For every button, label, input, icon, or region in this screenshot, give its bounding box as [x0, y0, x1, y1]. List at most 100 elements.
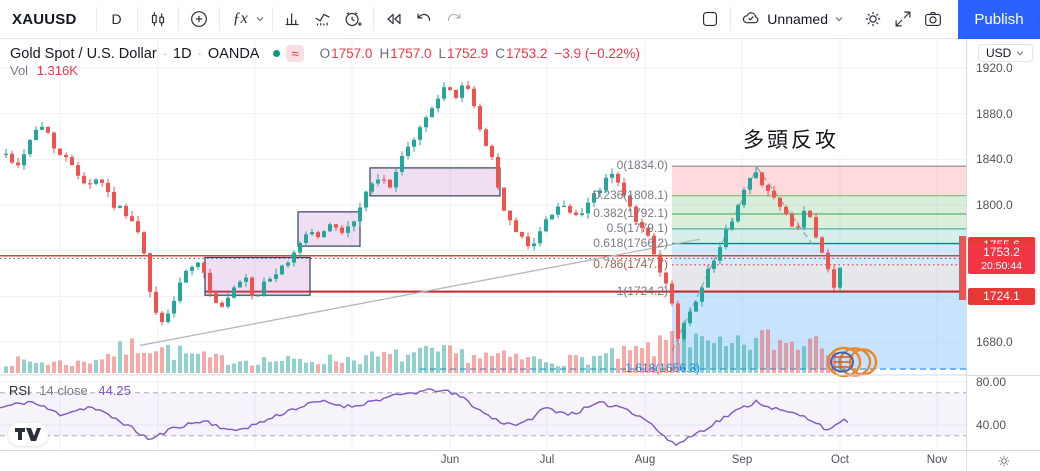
candle-body — [388, 179, 392, 188]
publish-button[interactable]: Publish — [958, 0, 1040, 39]
volume-bar — [646, 342, 650, 373]
fib-band — [672, 291, 966, 370]
volume-bar — [796, 349, 800, 373]
candle-body — [238, 281, 242, 288]
volume-bar — [508, 356, 512, 373]
volume-bar — [364, 355, 368, 373]
volume-bar — [304, 362, 308, 373]
candle-body — [730, 221, 734, 230]
circle-doodle — [826, 346, 862, 378]
month-label: Oct — [831, 454, 849, 466]
snapshot-button[interactable] — [918, 4, 948, 34]
volume-bar — [226, 365, 230, 373]
volume-bar — [658, 335, 662, 373]
fib-band — [672, 195, 966, 215]
volume-bar — [730, 343, 734, 373]
candle-body — [742, 189, 746, 206]
interval-button[interactable]: D — [111, 11, 122, 27]
candle-body — [118, 205, 122, 208]
timezone-settings-button[interactable] — [996, 453, 1012, 471]
indicators-button[interactable]: ƒx — [225, 4, 267, 34]
redo-button[interactable] — [439, 4, 469, 34]
volume-bar — [670, 331, 674, 373]
volume-bar — [4, 366, 8, 373]
volume-bar — [160, 347, 164, 373]
volume-bar — [598, 355, 602, 373]
main-chart-canvas[interactable] — [0, 39, 966, 450]
alert-button[interactable] — [338, 4, 368, 34]
volume-bar — [274, 361, 278, 373]
currency-toggle[interactable]: USD — [978, 44, 1034, 62]
candle-body — [364, 191, 368, 208]
volume-bar — [802, 346, 806, 373]
candle-body — [610, 173, 614, 178]
candle-body — [766, 185, 770, 191]
volume-bar — [232, 363, 236, 373]
candle-body — [178, 282, 182, 301]
candle-body — [568, 205, 572, 213]
candle-body — [28, 140, 32, 155]
volume-bar — [634, 345, 638, 373]
volume-bar — [352, 360, 356, 373]
chart-style-button[interactable] — [143, 4, 173, 34]
candle-body — [412, 139, 416, 147]
candle-body — [322, 231, 326, 238]
volume-bar — [370, 351, 374, 373]
alarm-clock-plus-icon — [345, 12, 362, 27]
volume-bar — [436, 351, 440, 373]
volume-bar — [346, 356, 350, 373]
toolbar-separator — [95, 7, 97, 31]
candle-body — [40, 126, 44, 130]
volume-bar — [214, 353, 218, 373]
replay-button[interactable] — [379, 4, 409, 34]
candle-body — [424, 117, 428, 128]
volume-bar — [118, 341, 122, 373]
volume-bar — [328, 354, 332, 373]
volume-bar — [358, 364, 362, 373]
candle-body — [454, 89, 458, 98]
compare-button[interactable] — [184, 4, 214, 34]
candle-body — [436, 98, 440, 109]
chevron-down-icon — [1017, 51, 1024, 56]
volume-bar — [64, 364, 68, 373]
settings-button[interactable] — [858, 4, 888, 34]
time-axis[interactable]: Jun Jul Aug Sep Oct Nov — [0, 450, 1040, 471]
axis-corner-separator — [966, 451, 967, 471]
candle-body — [478, 106, 482, 130]
save-layout-button[interactable]: Unnamed — [736, 4, 850, 34]
fib-band — [672, 264, 966, 292]
volume-bar — [322, 364, 326, 373]
volume-bar — [124, 354, 128, 373]
forecast-button[interactable] — [308, 4, 338, 34]
candle-body — [808, 210, 812, 218]
candle-body — [52, 132, 56, 149]
gear-icon — [998, 455, 1010, 467]
candle-body — [502, 187, 506, 211]
layout-button[interactable] — [695, 4, 725, 34]
candle-body — [220, 302, 224, 307]
candle-body — [328, 224, 332, 232]
candle-body — [508, 210, 512, 221]
gear-icon — [865, 11, 881, 27]
candle-body — [736, 205, 740, 222]
candle-body — [778, 197, 782, 207]
volume-bar — [430, 347, 434, 373]
price-axis[interactable]: USD 1920.0 1880.0 1840.0 1800.0 1680.0 80.00 4… — [966, 39, 1040, 450]
volume-bar — [58, 360, 62, 373]
volume-bar — [688, 347, 692, 373]
candle-body — [442, 87, 446, 99]
month-label: Aug — [634, 454, 656, 466]
indicator-templates-button[interactable] — [278, 4, 308, 34]
volume-bar — [640, 348, 644, 373]
fullscreen-button[interactable] — [888, 4, 918, 34]
volume-bar — [538, 359, 542, 373]
month-label: Jul — [539, 454, 555, 466]
volume-bar — [706, 340, 710, 373]
toolbar-separator — [730, 7, 732, 31]
candle-body — [208, 272, 212, 294]
candle-body — [832, 269, 836, 288]
symbol-button[interactable]: XAUUSD — [12, 10, 77, 28]
undo-button[interactable] — [409, 4, 439, 34]
candle-body — [352, 221, 356, 227]
volume-bar — [562, 365, 566, 373]
